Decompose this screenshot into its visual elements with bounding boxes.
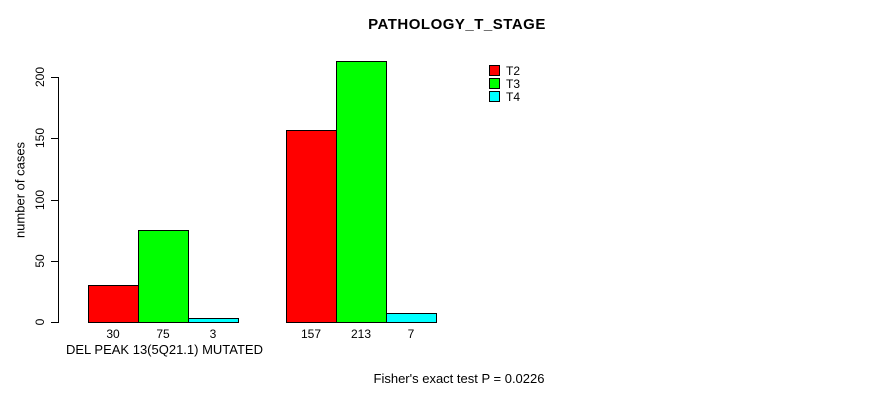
legend-swatch-t3 — [489, 78, 500, 89]
y-axis-tick — [51, 138, 58, 139]
bar-t4-group1 — [188, 318, 239, 323]
y-axis-tick-label: 150 — [33, 127, 47, 149]
bar-value-label: 75 — [156, 327, 170, 341]
y-axis-tick-label: 100 — [33, 189, 47, 211]
chart-title: PATHOLOGY_T_STAGE — [368, 16, 546, 33]
y-axis-tick-label: 200 — [33, 66, 47, 88]
x-axis-label: DEL PEAK 13(5Q21.1) MUTATED — [66, 342, 263, 357]
y-axis-tick — [51, 261, 58, 262]
bar-t2-group1 — [88, 285, 139, 323]
y-axis-label: number of cases — [12, 141, 28, 239]
bar-t2-group2 — [286, 130, 337, 323]
bar-t3-group2 — [336, 61, 387, 323]
bar-value-label: 7 — [407, 327, 415, 341]
y-axis-tick — [51, 200, 58, 201]
legend-item-t2: T2 — [489, 63, 521, 78]
legend-label: T3 — [506, 76, 521, 91]
legend-label: T4 — [506, 89, 521, 104]
y-axis-tick-label: 0 — [33, 318, 47, 326]
stat-annotation: Fisher's exact test P = 0.0226 — [373, 371, 545, 386]
bar-value-label: 3 — [209, 327, 217, 341]
y-axis-tick-label: 50 — [33, 254, 47, 268]
legend: T2 T3 T4 — [489, 63, 521, 104]
legend-swatch-t4 — [489, 91, 500, 102]
bar-t3-group1 — [138, 230, 189, 323]
legend-label: T2 — [506, 63, 521, 78]
y-axis-tick — [51, 322, 58, 323]
y-axis-line — [58, 77, 59, 323]
bar-value-label: 157 — [300, 327, 322, 341]
y-axis-tick — [51, 77, 58, 78]
legend-swatch-t2 — [489, 65, 500, 76]
bar-t4-group2 — [386, 313, 437, 323]
bar-value-label: 213 — [350, 327, 372, 341]
legend-item-t4: T4 — [489, 89, 521, 104]
legend-item-t3: T3 — [489, 76, 521, 91]
bar-value-label: 30 — [106, 327, 120, 341]
